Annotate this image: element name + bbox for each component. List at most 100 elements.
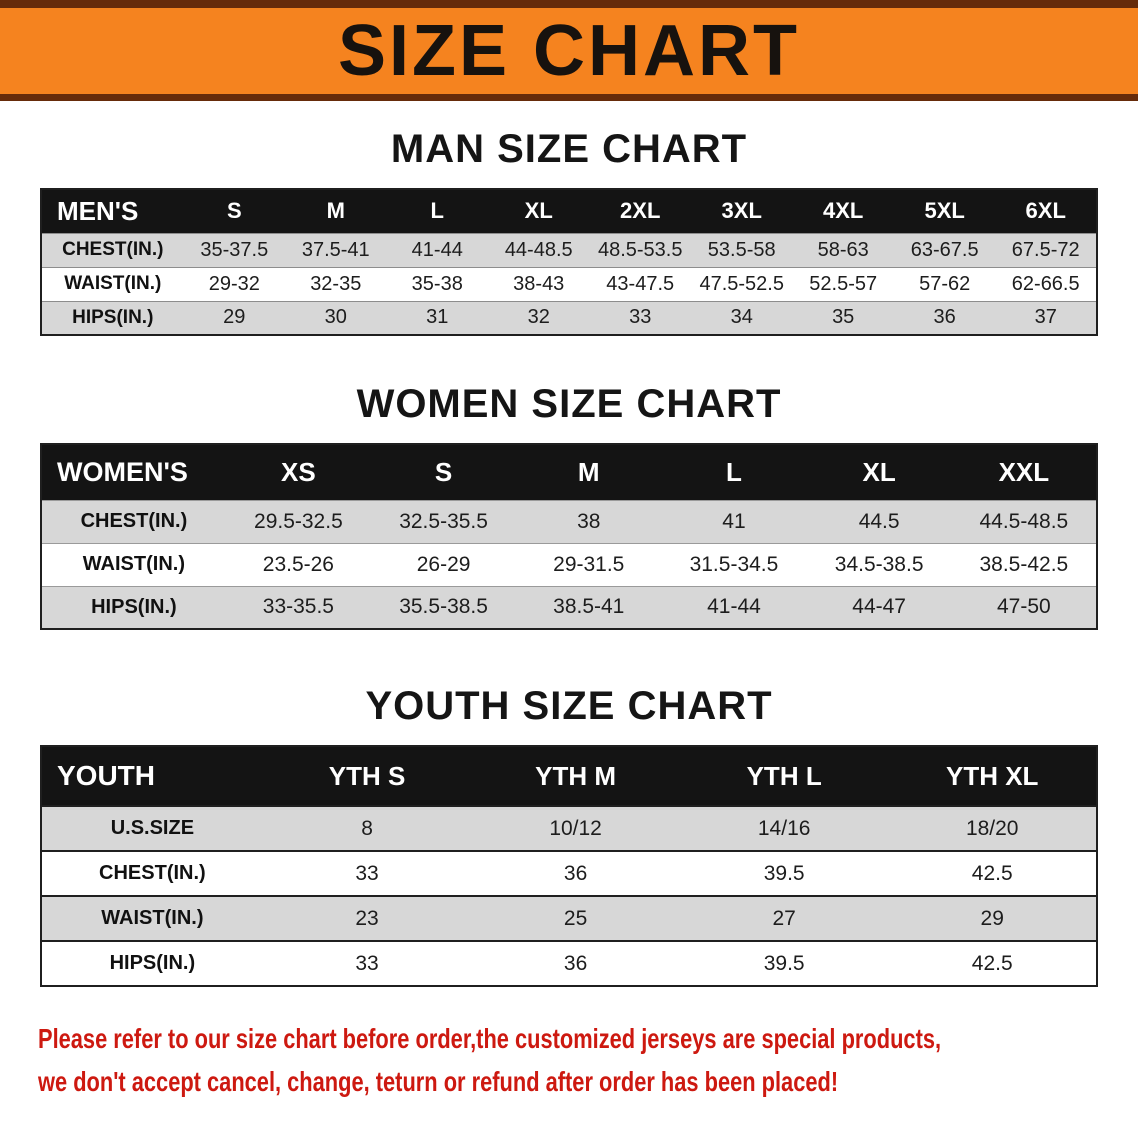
size-header-cell: S: [183, 189, 286, 233]
size-value-cell: 53.5-58: [707, 238, 776, 261]
size-header-cell: YTH L: [679, 746, 889, 806]
table-row: WAIST(IN.) 29-32 32-35 35-38 38-43 43-47.5 47.…: [41, 267, 1097, 301]
size-value-cell: 25: [563, 906, 588, 930]
page-title: SIZE CHART: [338, 11, 800, 91]
size-value-cell: 41: [722, 509, 746, 533]
row-label: WAIST(IN.): [101, 907, 204, 929]
men-size-section: MAN SIZE CHART MEN'S S M L XL 2XL 3XL 4XL 5XL 6XL…: [0, 127, 1138, 336]
row-label: WAIST(IN.): [82, 553, 185, 575]
size-value-cell: 32-35: [310, 272, 362, 295]
row-label: CHEST(IN.): [80, 510, 188, 532]
table-row: U.S.SIZE 8 10/12 14/16 18/20: [41, 806, 1097, 851]
size-value-cell: 44-47: [852, 595, 906, 619]
table-row: CHEST(IN.) 35-37.5 37.5-41 41-44 44-48.5 48.5…: [41, 233, 1097, 267]
size-header-cell: XXL: [951, 444, 1097, 500]
size-value-cell: 38.5-41: [553, 595, 625, 619]
size-value-cell: 42.5: [971, 861, 1013, 885]
size-header-cell: L: [386, 189, 488, 233]
size-value-cell: 31.5-34.5: [689, 552, 779, 576]
size-value-cell: 67.5-72: [1011, 238, 1080, 261]
size-value-cell: 32: [527, 306, 550, 329]
youth-section-heading: YOUTH SIZE CHART: [365, 684, 773, 728]
size-value-cell: 29-31.5: [553, 552, 625, 576]
size-value-cell: 41-44: [707, 595, 761, 619]
men-section-heading: MAN SIZE CHART: [390, 127, 748, 171]
table-row: HIPS(IN.) 33-35.5 35.5-38.5 38.5-41 41-44 44-…: [41, 586, 1097, 629]
size-value-cell: 44-48.5: [504, 238, 573, 261]
size-value-cell: 33-35.5: [262, 595, 334, 619]
size-header-cell: XL: [488, 189, 590, 233]
table-row: HIPS(IN.) 29 30 31 32 33 34 35 36 37: [41, 301, 1097, 335]
size-value-cell: 36: [563, 951, 588, 975]
row-label: U.S.SIZE: [110, 817, 195, 839]
row-label: HIPS(IN.): [72, 306, 154, 328]
table-row: HIPS(IN.) 33 36 39.5 42.5: [41, 941, 1097, 986]
footer-note: Please refer to our size chart before or…: [38, 1017, 1098, 1104]
size-value-cell: 32.5-35.5: [399, 509, 488, 533]
size-value-cell: 44.5-48.5: [979, 509, 1069, 533]
size-value-cell: 41-44: [411, 238, 463, 261]
size-value-cell: 52.5-57: [809, 272, 878, 295]
size-header-cell: 4XL: [792, 189, 894, 233]
size-value-cell: 29: [223, 306, 246, 329]
table-row: WAIST(IN.) 23.5-26 26-29 29-31.5 31.5-34.5 34…: [41, 543, 1097, 586]
size-value-cell: 38.5-42.5: [979, 552, 1069, 576]
size-value-cell: 35-38: [411, 272, 463, 295]
row-label: HIPS(IN.): [109, 952, 196, 974]
size-value-cell: 34: [730, 306, 753, 329]
table-header-row: YOUTH YTH S YTH M YTH L YTH XL: [41, 746, 1097, 806]
row-label: WAIST(IN.): [64, 273, 162, 294]
row-label: HIPS(IN.): [91, 595, 177, 618]
size-header-cell: M: [285, 189, 387, 233]
size-header-cell: M: [516, 444, 662, 500]
size-value-cell: 33: [355, 951, 379, 975]
table-row: CHEST(IN.) 33 36 39.5 42.5: [41, 851, 1097, 896]
size-value-cell: 44.5: [858, 509, 900, 533]
size-value-cell: 23.5-26: [262, 552, 334, 576]
size-value-cell: 29: [980, 906, 1004, 930]
size-value-cell: 35: [832, 306, 855, 329]
size-header-cell: 2XL: [589, 189, 691, 233]
size-header-cell: 5XL: [893, 189, 996, 233]
size-value-cell: 36: [933, 306, 956, 329]
size-value-cell: 35-37.5: [200, 238, 269, 261]
size-value-cell: 48.5-53.5: [597, 238, 683, 261]
size-header-cell: L: [661, 444, 807, 500]
size-value-cell: 33: [629, 306, 652, 329]
size-value-cell: 37.5-41: [301, 238, 370, 261]
size-value-cell: 14/16: [757, 816, 811, 840]
size-value-cell: 31: [426, 306, 449, 329]
women-section-heading: WOMEN SIZE CHART: [356, 382, 782, 426]
size-value-cell: 18/20: [965, 816, 1019, 840]
size-value-cell: 58-63: [817, 238, 869, 261]
men-size-table: MEN'S S M L XL 2XL 3XL 4XL 5XL 6XL CHEST(IN.) 35-37…: [40, 188, 1098, 336]
size-value-cell: 38-43: [513, 272, 565, 295]
youth-size-section: YOUTH SIZE CHART YOUTH YTH S YTH M YTH L YTH…: [0, 684, 1138, 987]
women-size-section: WOMEN SIZE CHART WOMEN'S XS S M L XL XXL CHEST(…: [0, 382, 1138, 630]
size-value-cell: 57-62: [919, 272, 971, 295]
size-value-cell: 8: [361, 816, 373, 840]
row-label: CHEST(IN.): [99, 862, 206, 884]
table-header-row: WOMEN'S XS S M L XL XXL: [41, 444, 1097, 500]
size-value-cell: 43-47.5: [606, 272, 675, 295]
size-value-cell: 39.5: [763, 861, 805, 885]
size-header-cell: YTH XL: [888, 746, 1097, 806]
size-value-cell: 47-50: [997, 595, 1051, 619]
size-value-cell: 29-32: [208, 272, 260, 295]
size-header-cell: 3XL: [690, 189, 793, 233]
table-title-cell: MEN'S: [41, 189, 184, 233]
size-header-cell: 6XL: [995, 189, 1097, 233]
size-value-cell: 27: [772, 906, 796, 930]
size-value-cell: 34.5-38.5: [834, 552, 924, 576]
size-value-cell: 62-66.5: [1011, 272, 1080, 295]
size-header-cell: YTH S: [262, 746, 472, 806]
size-header-cell: YTH M: [471, 746, 680, 806]
women-size-table: WOMEN'S XS S M L XL XXL CHEST(IN.) 29.5-32.5 32.5…: [40, 443, 1098, 630]
size-value-cell: 35.5-38.5: [399, 595, 488, 619]
size-value-cell: 23: [355, 906, 379, 930]
size-value-cell: 63-67.5: [910, 238, 979, 261]
size-header-cell: S: [370, 444, 517, 500]
table-title-cell: YOUTH: [41, 746, 263, 806]
youth-size-table: YOUTH YTH S YTH M YTH L YTH XL U.S.SIZE 8 10/12…: [40, 745, 1098, 987]
